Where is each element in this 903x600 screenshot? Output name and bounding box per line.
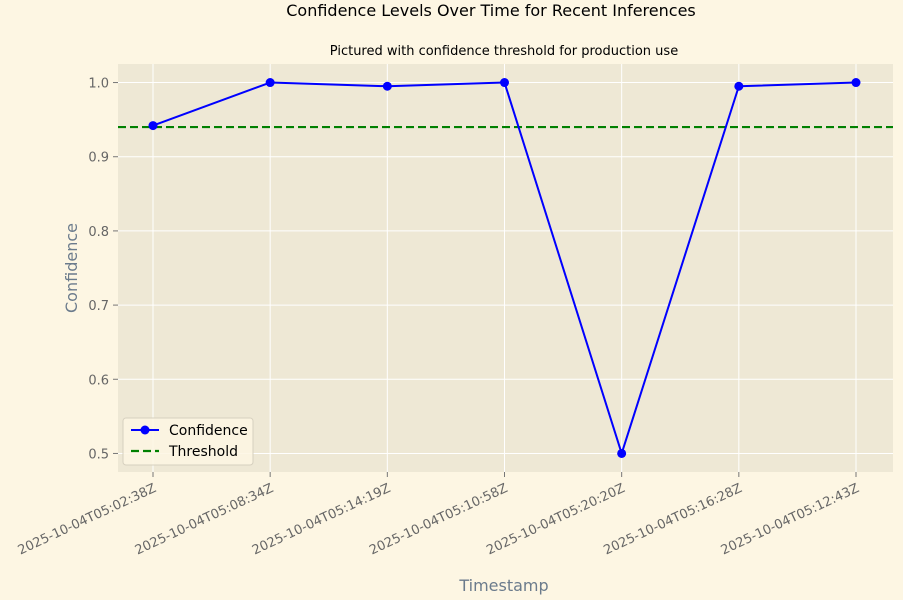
chart-subtitle: Pictured with confidence threshold for p… — [330, 44, 678, 59]
confidence-point — [734, 81, 744, 91]
confidence-point — [148, 121, 158, 131]
y-tick-label: 0.5 — [88, 447, 109, 462]
y-tick-label: 0.9 — [88, 151, 109, 166]
x-axis: 2025-10-04T05:02:38Z2025-10-04T05:08:34Z… — [16, 472, 862, 558]
legend-threshold-label: Threshold — [168, 444, 238, 460]
y-tick-label: 0.6 — [88, 373, 109, 388]
legend-confidence-label: Confidence — [169, 423, 248, 439]
y-axis: 0.5 0.6 0.7 0.8 0.9 1.0 — [88, 77, 118, 462]
y-axis-label: Confidence — [62, 223, 81, 313]
y-tick-label: 0.7 — [88, 299, 109, 314]
plot-area — [118, 64, 893, 472]
chart-title: Confidence Levels Over Time for Recent I… — [286, 1, 696, 20]
legend: Confidence Threshold — [122, 417, 254, 466]
legend-confidence-marker — [140, 425, 150, 435]
y-tick-label: 1.0 — [88, 77, 109, 92]
confidence-point — [265, 78, 275, 88]
x-axis-label: Timestamp — [458, 576, 548, 595]
y-tick-label: 0.8 — [88, 225, 109, 240]
confidence-point — [851, 78, 861, 88]
confidence-series — [148, 78, 861, 458]
confidence-point — [500, 78, 509, 88]
confidence-point — [617, 448, 627, 458]
confidence-point — [382, 81, 392, 91]
